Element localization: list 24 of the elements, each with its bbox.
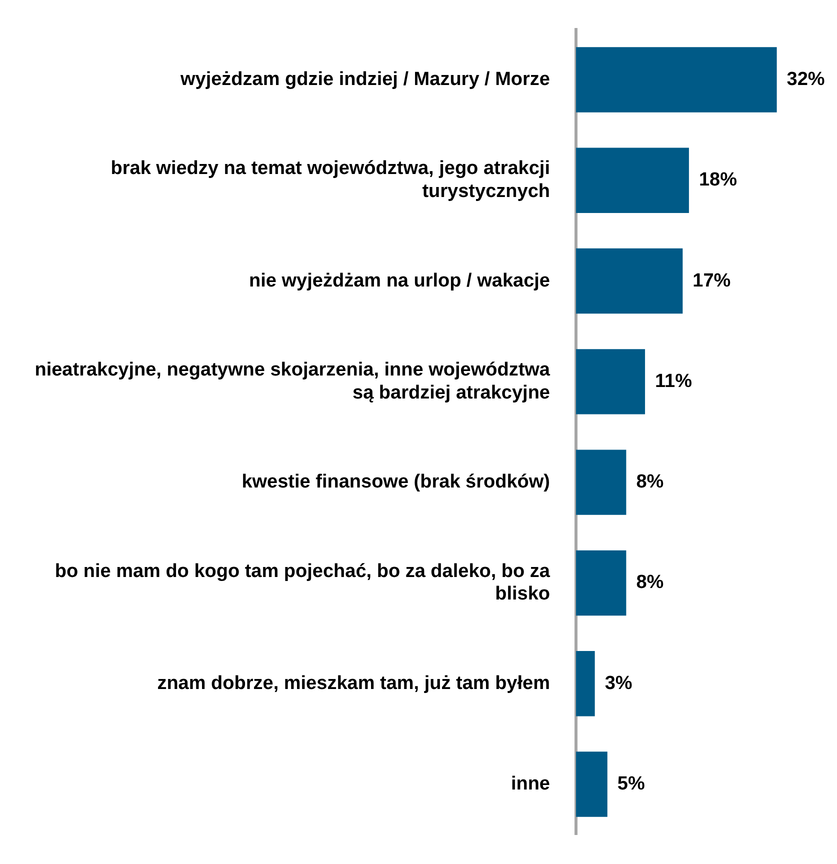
- y-tick-label: brak wiedzy na temat województwa, jego atrakcji turystycznych: [110, 158, 550, 202]
- y-tick-label: kwestie finansowe (brak środków): [242, 472, 550, 493]
- bar: [576, 550, 626, 616]
- bar: [576, 450, 626, 515]
- bar: [576, 349, 646, 414]
- bar: [576, 248, 683, 314]
- data-label: 11%: [655, 370, 692, 392]
- y-tick-label: znam dobrze, mieszkam tam, już tam byłem: [157, 672, 550, 694]
- y-tick-label: nie wyjeżdżam na urlop / wakacje: [249, 270, 550, 292]
- data-label: 8%: [636, 472, 664, 493]
- bar: [576, 47, 777, 112]
- data-label: 32%: [786, 68, 825, 90]
- data-label: 8%: [636, 572, 664, 594]
- data-label: 17%: [692, 270, 731, 292]
- bar: [576, 148, 689, 213]
- data-label: 18%: [698, 170, 738, 191]
- bar: [576, 651, 595, 716]
- data-label: 3%: [604, 672, 632, 694]
- data-label: 5%: [617, 774, 645, 795]
- y-tick-label: bo nie mam do kogo tam pojechać, bo za daleko, bo za blisko: [54, 560, 550, 605]
- y-tick-label: wyjeżdzam gdzie indziej / Mazury / Morze: [179, 68, 550, 90]
- bar: [576, 752, 608, 817]
- y-tick-label: nieatrakcyjne, negatywne skojarzenia, inne województwa są bardziej atrakcyjne: [34, 360, 550, 404]
- y-tick-label: inne: [510, 774, 550, 795]
